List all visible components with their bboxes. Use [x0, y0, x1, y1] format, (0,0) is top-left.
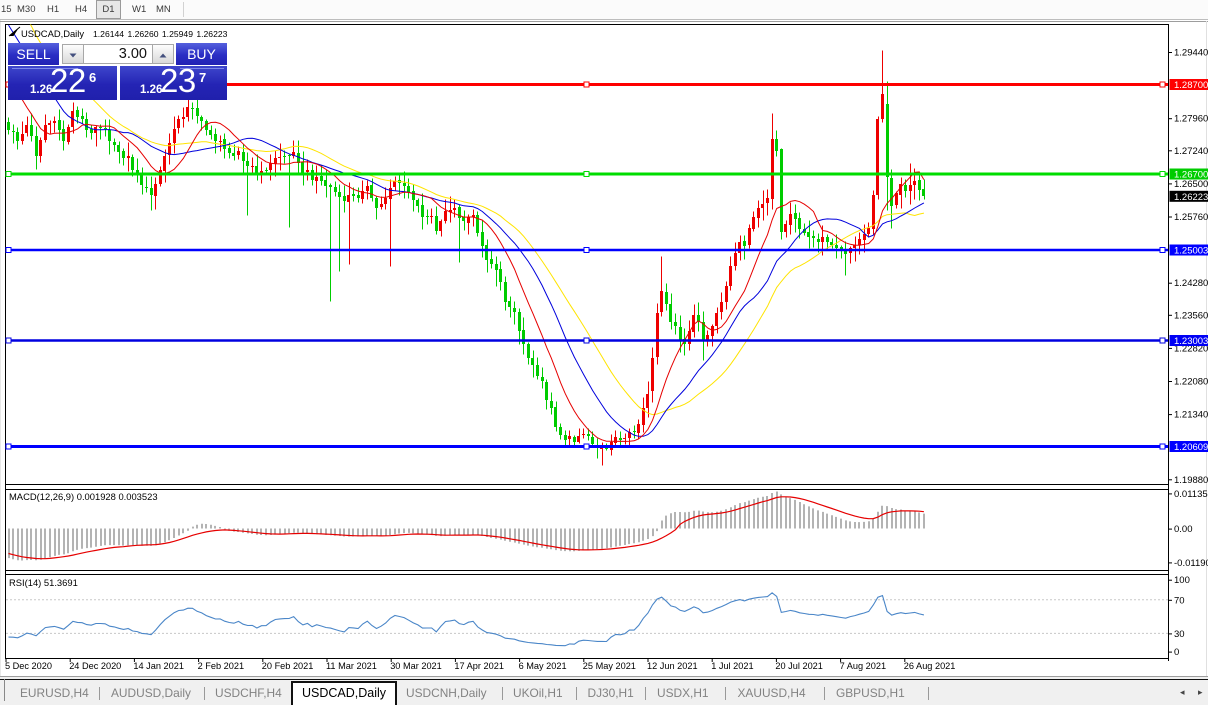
svg-text:24 Dec 2020: 24 Dec 2020: [69, 661, 121, 671]
svg-text:11 Mar 2021: 11 Mar 2021: [326, 661, 377, 671]
svg-text:1.28700: 1.28700: [1174, 80, 1208, 91]
svg-text:20 Feb 2021: 20 Feb 2021: [262, 661, 314, 671]
svg-text:12 Jun 2021: 12 Jun 2021: [647, 661, 698, 671]
svg-text:1.22820: 1.22820: [1174, 343, 1208, 354]
svg-text:0.01135: 0.01135: [1174, 489, 1208, 500]
svg-text:100: 100: [1174, 575, 1190, 586]
svg-text:20 Jul 2021: 20 Jul 2021: [775, 661, 823, 671]
svg-text:1 Jul 2021: 1 Jul 2021: [711, 661, 753, 671]
svg-text:1.23560: 1.23560: [1174, 310, 1208, 321]
svg-text:1.19880: 1.19880: [1174, 475, 1208, 486]
svg-text:1.25760: 1.25760: [1174, 212, 1208, 223]
svg-text:30 Mar 2021: 30 Mar 2021: [390, 661, 442, 671]
svg-text:1.26223: 1.26223: [1174, 192, 1208, 203]
svg-text:1.20609: 1.20609: [1174, 442, 1208, 453]
svg-text:17 Apr 2021: 17 Apr 2021: [454, 661, 504, 671]
svg-text:14 Jan 2021: 14 Jan 2021: [133, 661, 184, 671]
svg-text:1.21340: 1.21340: [1174, 410, 1208, 421]
svg-text:1.26700: 1.26700: [1174, 170, 1208, 181]
svg-text:1.24280: 1.24280: [1174, 278, 1208, 289]
svg-text:25 May 2021: 25 May 2021: [583, 661, 636, 671]
svg-text:6 May 2021: 6 May 2021: [519, 661, 567, 671]
svg-text:70: 70: [1174, 595, 1185, 606]
svg-text:1.27960: 1.27960: [1174, 114, 1208, 125]
svg-text:0: 0: [1174, 647, 1179, 658]
svg-text:-0.01190: -0.01190: [1174, 558, 1208, 569]
svg-text:7 Aug 2021: 7 Aug 2021: [840, 661, 887, 671]
svg-text:1.27240: 1.27240: [1174, 146, 1208, 157]
svg-text:0.00: 0.00: [1174, 524, 1193, 535]
svg-text:30: 30: [1174, 629, 1185, 640]
svg-text:1.26500: 1.26500: [1174, 179, 1208, 190]
svg-text:1.29440: 1.29440: [1174, 48, 1208, 59]
svg-text:1.23003: 1.23003: [1174, 336, 1208, 347]
svg-text:1.25003: 1.25003: [1174, 246, 1208, 257]
svg-text:5 Dec 2020: 5 Dec 2020: [5, 661, 52, 671]
svg-text:26 Aug 2021: 26 Aug 2021: [904, 661, 956, 671]
svg-text:2 Feb 2021: 2 Feb 2021: [198, 661, 245, 671]
svg-text:1.22080: 1.22080: [1174, 377, 1208, 388]
